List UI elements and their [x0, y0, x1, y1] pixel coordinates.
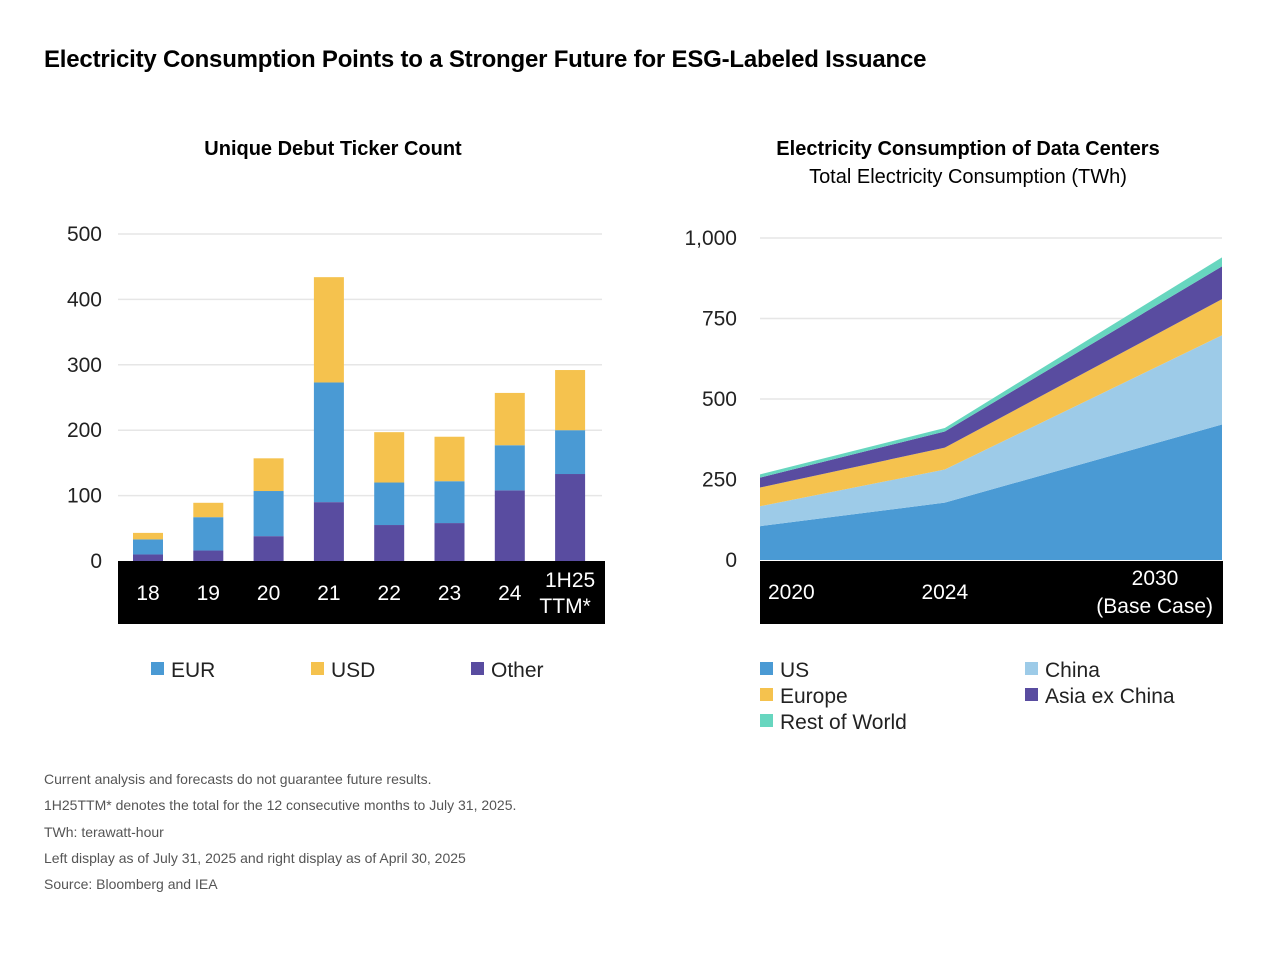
bar-usd-23 [434, 436, 465, 482]
y-tick-label: 300 [67, 354, 102, 377]
bar-other-18 [133, 554, 163, 561]
right-chart-title: Electricity Consumption of Data Centers [776, 138, 1159, 160]
x-tick-label: 23 [438, 582, 461, 605]
bar-eur-20 [253, 491, 284, 537]
bar-other-22 [374, 525, 405, 561]
x-tick-label: 24 [498, 582, 522, 605]
bar-eur-23 [434, 481, 465, 524]
area-us [760, 424, 1222, 560]
area-china [760, 335, 1222, 527]
main-title: Electricity Consumption Points to a Stro… [44, 46, 927, 73]
bar-other-19 [193, 550, 224, 561]
area-europe [760, 299, 1222, 507]
legend-swatch-usd [311, 662, 324, 675]
footnote: Source: Bloomberg and IEA [44, 876, 218, 893]
legend-swatch-asia-ex-china [1025, 688, 1038, 701]
legend-swatch-rest-of-world [760, 714, 773, 727]
footnote: Current analysis and forecasts do not gu… [44, 771, 432, 787]
bar-eur-18 [133, 539, 163, 555]
legend-label: USD [331, 659, 375, 682]
bar-usd-19 [193, 502, 224, 518]
legend-label: EUR [171, 659, 215, 682]
legend-label: Europe [780, 685, 848, 708]
legend-label: Other [491, 659, 544, 682]
x-tick-label: 1H25 [545, 569, 595, 592]
x-tick-label: 2024 [921, 581, 968, 604]
y-tick-label: 0 [725, 549, 737, 572]
x-tick-label: 19 [197, 582, 220, 605]
x-tick-label: 2030 [1132, 567, 1179, 590]
legend-label: Rest of World [780, 711, 907, 734]
x-tick-label: 21 [317, 582, 340, 605]
x-tick-label: 18 [136, 582, 159, 605]
legend-label: US [780, 659, 809, 682]
bar-other-1H25 [555, 474, 586, 561]
bar-eur-22 [374, 482, 405, 526]
footnote: 1H25TTM* denotes the total for the 12 co… [44, 797, 517, 814]
bar-usd-24 [494, 392, 525, 446]
bar-eur-21 [313, 382, 344, 503]
right-chart-subtitle: Total Electricity Consumption (TWh) [809, 166, 1127, 188]
bar-other-21 [313, 502, 344, 561]
y-tick-label: 500 [702, 388, 737, 411]
footnotes: Current analysis and forecasts do not gu… [44, 770, 516, 901]
y-tick-label: 1,000 [684, 227, 737, 250]
bar-usd-22 [374, 432, 405, 483]
y-tick-label: 200 [67, 419, 102, 442]
bar-eur-1H25 [555, 430, 586, 475]
y-tick-label: 250 [702, 469, 737, 492]
x-axis-band [118, 561, 605, 624]
y-tick-label: 400 [67, 288, 102, 311]
x-axis-band [760, 561, 1223, 624]
footnote: TWh: terawatt-hour [44, 823, 164, 840]
legend-swatch-europe [760, 688, 773, 701]
left-chart-title: Unique Debut Ticker Count [204, 138, 462, 160]
bar-usd-20 [253, 458, 284, 492]
y-tick-label: 0 [90, 550, 102, 573]
bar-other-20 [253, 536, 284, 561]
y-tick-label: 750 [702, 308, 737, 331]
bar-other-24 [494, 490, 525, 561]
x-tick-label: (Base Case) [1096, 595, 1213, 618]
bar-usd-1H25 [555, 370, 586, 431]
bar-usd-21 [313, 277, 344, 383]
legend-swatch-china [1025, 662, 1038, 675]
x-tick-label: 2020 [768, 581, 815, 604]
x-tick-label: TTM* [539, 595, 590, 618]
legend-swatch-eur [151, 662, 164, 675]
legend-swatch-other [471, 662, 484, 675]
bar-usd-18 [133, 532, 163, 540]
y-tick-label: 100 [67, 485, 102, 508]
x-tick-label: 20 [257, 582, 280, 605]
x-tick-label: 22 [378, 582, 401, 605]
bar-other-23 [434, 523, 465, 561]
footnote: Left display as of July 31, 2025 and rig… [44, 849, 466, 866]
bar-eur-24 [494, 445, 525, 491]
bar-eur-19 [193, 517, 224, 551]
legend-label: Asia ex China [1045, 685, 1175, 708]
legend-label: China [1045, 659, 1100, 682]
y-tick-label: 500 [67, 223, 102, 246]
legend-swatch-us [760, 662, 773, 675]
